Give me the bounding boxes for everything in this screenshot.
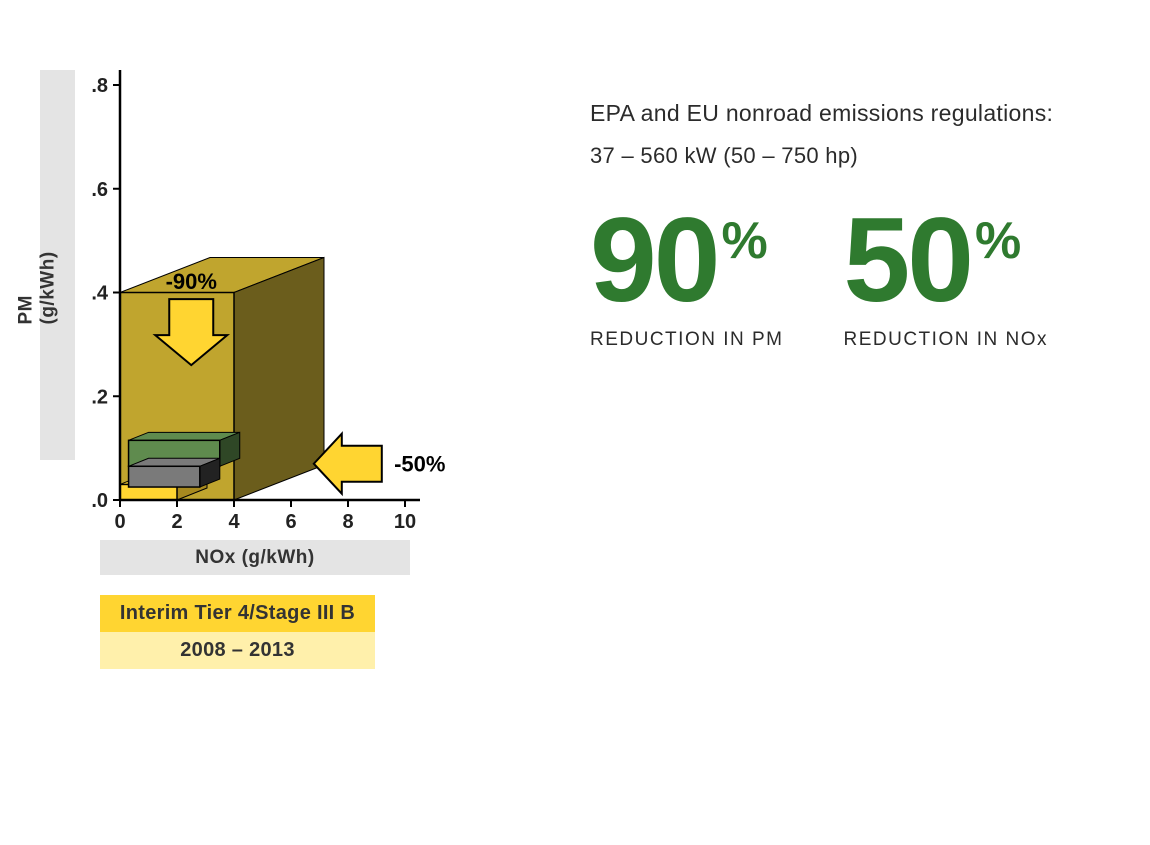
stat-value: 50 <box>844 209 971 311</box>
stat-value: 90 <box>590 209 717 311</box>
svg-text:-90%: -90% <box>166 269 217 294</box>
svg-text:0: 0 <box>114 511 125 530</box>
svg-text:.4: .4 <box>91 283 109 305</box>
stat-pm: 90 % REDUCTION IN PM <box>590 209 784 351</box>
svg-text:4: 4 <box>228 511 240 530</box>
stat-label: REDUCTION IN NOx <box>844 329 1049 351</box>
text-panel: EPA and EU nonroad emissions regulations… <box>590 100 1053 351</box>
x-axis-bg: NOx (g/kWh) <box>100 540 410 575</box>
svg-text:2: 2 <box>171 511 182 530</box>
caption-top: Interim Tier 4/Stage III B <box>100 595 375 632</box>
stat-nox: 50 % REDUCTION IN NOx <box>844 209 1049 351</box>
svg-text:10: 10 <box>394 511 416 530</box>
x-axis-label: NOx (g/kWh) <box>100 540 410 575</box>
svg-text:.0: .0 <box>91 490 108 512</box>
chart-svg: .0 .2 .4 .6 .8 0 2 4 6 8 10 -90% -50% <box>80 50 460 530</box>
svg-text:6: 6 <box>285 511 296 530</box>
caption: Interim Tier 4/Stage III B 2008 – 2013 <box>100 595 375 669</box>
percent-icon: % <box>975 219 1021 263</box>
svg-text:.8: .8 <box>91 75 108 97</box>
percent-icon: % <box>721 219 767 263</box>
svg-text:.2: .2 <box>91 386 108 408</box>
stat-label: REDUCTION IN PM <box>590 329 784 351</box>
y-axis-bg: PM (g/kWh) <box>40 70 75 460</box>
headline: EPA and EU nonroad emissions regulations… <box>590 100 1053 127</box>
infographic-container: PM (g/kWh) NOx (g/kWh) .0 .2 .4 .6 .8 0 2 4 6 8 10… <box>40 50 1110 795</box>
subhead: 37 – 560 kW (50 – 750 hp) <box>590 143 1053 169</box>
caption-bottom: 2008 – 2013 <box>100 632 375 669</box>
stats-row: 90 % REDUCTION IN PM 50 % REDUCTION IN N… <box>590 209 1053 351</box>
svg-text:.6: .6 <box>91 179 108 201</box>
svg-text:8: 8 <box>342 511 353 530</box>
y-axis-label: PM (g/kWh) <box>16 250 60 325</box>
svg-text:-50%: -50% <box>394 452 445 477</box>
